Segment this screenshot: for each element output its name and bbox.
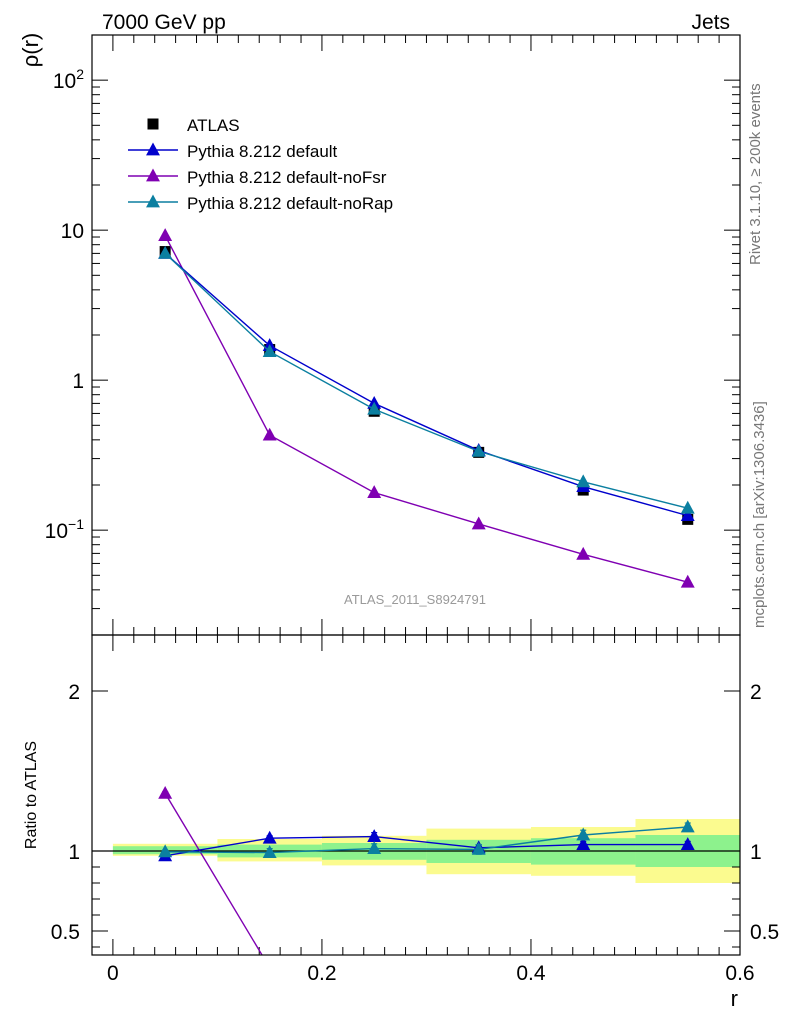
ratio-point bbox=[576, 837, 591, 850]
x-tick-label: 0.6 bbox=[725, 962, 754, 985]
main-y-tick-labels: 10−1 1 10 102 bbox=[45, 66, 85, 543]
data-point bbox=[262, 344, 277, 358]
ratio-y-tick-label-left: 1 bbox=[68, 841, 80, 864]
ratio-line bbox=[165, 835, 688, 857]
legend-marker bbox=[146, 168, 160, 182]
series-1 bbox=[158, 245, 695, 522]
header-process: Jets bbox=[691, 11, 730, 34]
ratio-y-tick-label-right: 0.5 bbox=[750, 921, 779, 944]
ratio-point bbox=[158, 844, 173, 858]
data-point bbox=[367, 401, 382, 415]
ratio-panel: Ratio to ATLAS r 0.5 0.5 1 1 2 2 0 0.2 0.4 0.6 bbox=[23, 634, 779, 1011]
y-tick-label: 1 bbox=[72, 370, 84, 393]
analysis-label: ATLAS_2011_S8924791 bbox=[344, 592, 486, 607]
x-tick-label: 0.2 bbox=[307, 962, 336, 985]
legend-label: Pythia 8.212 default bbox=[187, 142, 338, 161]
rivet-version-label: Rivet 3.1.10, ≥ 200k events bbox=[747, 83, 764, 265]
data-point bbox=[158, 245, 173, 259]
data-point bbox=[680, 508, 695, 522]
ratio-point bbox=[158, 785, 173, 799]
legend-label: Pythia 8.212 default-noRap bbox=[187, 194, 393, 213]
ratio-y-tick-label-left: 2 bbox=[68, 681, 80, 704]
ratio-point bbox=[367, 829, 382, 842]
y-axis-label: ρ(r) bbox=[18, 33, 43, 68]
series-2 bbox=[158, 228, 695, 588]
ratio-point bbox=[576, 827, 591, 841]
y-tick-label: 10 bbox=[61, 220, 84, 243]
data-point bbox=[471, 443, 486, 457]
legend-marker-atlas bbox=[147, 118, 159, 130]
data-point bbox=[576, 474, 591, 488]
x-tick-label: 0 bbox=[107, 962, 119, 985]
legend-marker bbox=[146, 142, 160, 156]
data-point bbox=[680, 574, 695, 588]
ratio-point bbox=[262, 845, 277, 858]
ratio-y-tick-label-left: 0.5 bbox=[51, 921, 80, 944]
ratio-y-tick-label-right: 1 bbox=[750, 841, 762, 864]
ratio-series-1 bbox=[158, 785, 263, 955]
ratio-line bbox=[165, 826, 688, 854]
ratio-point bbox=[471, 841, 486, 855]
x-axis-label: r bbox=[731, 986, 738, 1011]
data-point bbox=[367, 485, 382, 498]
ratio-line bbox=[164, 793, 263, 955]
series-0 bbox=[159, 246, 694, 525]
ratio-point bbox=[367, 841, 382, 854]
series-3 bbox=[158, 245, 695, 514]
legend: ATLAS Pythia 8.212 default Pythia 8.212 de… bbox=[128, 116, 393, 213]
ratio-tick-labels: 0.5 0.5 1 1 2 2 0 0.2 0.4 0.6 bbox=[51, 681, 779, 985]
legend-label: Pythia 8.212 default-noFsr bbox=[187, 168, 387, 187]
data-point bbox=[680, 500, 695, 514]
ratio-point bbox=[680, 819, 695, 833]
x-tick-label: 0.4 bbox=[516, 962, 546, 985]
ratio-frame bbox=[91, 634, 741, 956]
main-panel: ATLAS_2011_S8924791 ρ(r) 10−1 1 10 102 ATLA… bbox=[18, 33, 741, 636]
ratio-ticks bbox=[92, 635, 741, 955]
series-line bbox=[164, 252, 688, 509]
data-point bbox=[262, 427, 277, 441]
main-series bbox=[158, 228, 695, 588]
header-collision: 7000 GeV pp bbox=[102, 11, 226, 34]
ratio-point bbox=[680, 837, 695, 850]
ratio-y-axis-label: Ratio to ATLAS bbox=[23, 741, 40, 849]
ratio-bands bbox=[92, 819, 740, 883]
ratio-series bbox=[158, 785, 695, 955]
data-point bbox=[576, 546, 591, 560]
legend-label: ATLAS bbox=[187, 116, 240, 135]
ratio-series-2 bbox=[158, 819, 695, 858]
main-ticks bbox=[92, 34, 741, 636]
ratio-point bbox=[262, 830, 277, 844]
data-point bbox=[158, 228, 173, 241]
y-tick-label: 10−1 bbox=[45, 516, 85, 543]
series-line bbox=[164, 252, 688, 517]
legend-marker bbox=[146, 194, 160, 208]
y-tick-label: 102 bbox=[53, 66, 84, 93]
series-line bbox=[164, 235, 688, 583]
ratio-y-tick-label-right: 2 bbox=[750, 681, 762, 704]
mcplots-label: mcplots.cern.ch [arXiv:1306.3436] bbox=[751, 401, 768, 628]
data-point bbox=[471, 516, 486, 530]
